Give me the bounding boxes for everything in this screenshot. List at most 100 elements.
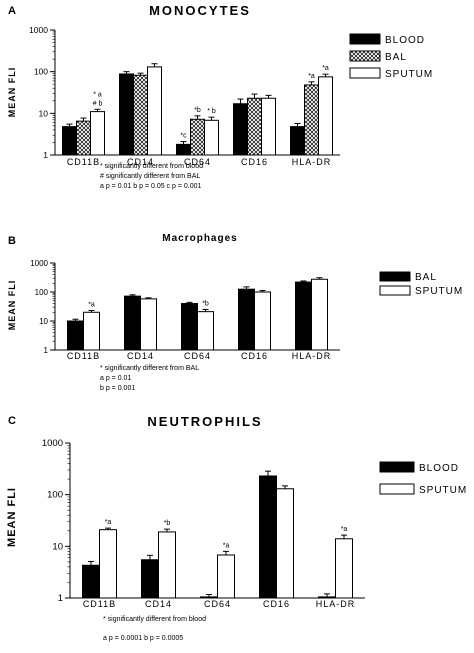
- y-tick-label: 1: [43, 150, 48, 160]
- panel-c: C NEUTROPHILS MEAN FLI 1 10 100 1000 *a CD11B *b C…: [6, 414, 466, 642]
- footnote: b p = 0.001: [100, 385, 135, 392]
- bar: [140, 298, 157, 351]
- legend-swatch: [379, 271, 411, 282]
- panel-title: NEUTROPHILS: [147, 414, 262, 429]
- y-tick-label: 1000: [42, 438, 63, 449]
- category-label: CD16: [241, 351, 268, 361]
- footnote: * significantly different from BAL: [100, 365, 199, 372]
- category-label: CD14: [127, 157, 154, 167]
- category-label: HLA-DR: [316, 599, 356, 609]
- significance-mark: *b: [194, 107, 201, 114]
- significance-mark: *b: [202, 300, 209, 307]
- footnote: a p = 0.01: [100, 375, 131, 382]
- y-tick-label: 100: [35, 288, 49, 297]
- footnote: * significantly different from blood: [100, 163, 203, 170]
- y-tick-label: 1: [58, 593, 63, 604]
- panel-a: A MONOCYTES MEAN FLI 1 10 100 1000 # b * a CD11B C…: [7, 3, 433, 190]
- legend-swatch: [349, 50, 381, 62]
- bar: [83, 311, 100, 351]
- bar: [259, 475, 277, 599]
- bar: [67, 320, 84, 351]
- category-label: CD11B: [67, 351, 100, 361]
- panel-letter: A: [8, 5, 16, 17]
- bar: [233, 103, 248, 156]
- legend-label: BLOOD: [385, 35, 425, 46]
- bar: [276, 488, 294, 599]
- significance-mark: * b: [207, 108, 216, 115]
- bar: [304, 84, 319, 156]
- legend-swatch: [379, 483, 415, 495]
- footnote: a p = 0.0001 b p = 0.0005: [103, 635, 183, 642]
- y-axis-label: MEAN FLI: [6, 487, 18, 547]
- significance-mark: *a: [105, 519, 112, 526]
- y-tick-label: 10: [52, 541, 63, 552]
- bar: [295, 281, 312, 351]
- significance-mark: *b: [164, 520, 171, 527]
- significance-mark: *a: [322, 65, 329, 72]
- significance-mark: # b: [93, 100, 103, 107]
- bar: [181, 303, 198, 351]
- significance-mark: *a: [88, 302, 95, 309]
- significance-mark: *c: [180, 133, 187, 140]
- legend-swatch: [349, 67, 381, 79]
- bar: [247, 97, 262, 156]
- bar: [261, 97, 276, 156]
- bar: [90, 111, 105, 156]
- bar: [290, 126, 305, 156]
- y-tick-label: 1: [44, 346, 49, 355]
- legend-label: BLOOD: [419, 463, 459, 474]
- panel-letter: C: [8, 415, 16, 427]
- category-label: CD64: [184, 351, 211, 361]
- legend-swatch: [379, 461, 415, 473]
- y-tick-label: 10: [39, 108, 49, 118]
- footnote: a p = 0.01 b p = 0.05 c p = 0.001: [100, 183, 201, 190]
- category-label: CD64: [184, 157, 211, 167]
- y-axis-label: MEAN FLI: [7, 280, 17, 331]
- y-tick-label: 100: [34, 67, 48, 77]
- y-tick-label: 1000: [29, 25, 48, 35]
- footnote: * significantly different from blood: [103, 616, 206, 623]
- bar: [76, 120, 91, 156]
- category-label: HLA-DR: [292, 351, 332, 361]
- bar: [254, 291, 271, 351]
- legend-label: SPUTUM: [415, 286, 463, 297]
- significance-mark: *a: [308, 73, 315, 80]
- legend-label: BAL: [415, 272, 437, 283]
- significance-mark: * a: [93, 91, 102, 98]
- panel-b: B Macrophages MEAN FLI 1 10 100 1000 *a CD11B CD1…: [7, 233, 463, 392]
- legend-swatch: [379, 285, 411, 296]
- legend-swatch: [349, 33, 381, 45]
- bar: [197, 311, 214, 351]
- bar: [124, 295, 141, 351]
- bar: [190, 118, 205, 156]
- bar: [204, 119, 219, 156]
- bar: [141, 559, 159, 599]
- category-label: CD14: [127, 351, 154, 361]
- legend-label: BAL: [385, 52, 407, 63]
- bar: [133, 74, 148, 156]
- category-label: CD64: [204, 599, 231, 609]
- bar: [318, 596, 336, 599]
- bar: [82, 564, 100, 599]
- significance-mark: *a: [223, 542, 230, 549]
- y-axis-label: MEAN FLI: [7, 67, 17, 118]
- y-tick-label: 1000: [30, 259, 48, 268]
- bar: [217, 554, 235, 599]
- panel-letter: B: [8, 235, 16, 247]
- category-label: HLA-DR: [292, 157, 332, 167]
- category-label: CD11B: [67, 157, 100, 167]
- category-label: CD16: [263, 599, 290, 609]
- bar: [147, 66, 162, 156]
- y-tick-label: 100: [47, 490, 63, 501]
- bar: [99, 529, 117, 599]
- bar: [176, 143, 191, 156]
- legend-label: SPUTUM: [385, 69, 433, 80]
- bar: [318, 76, 333, 156]
- category-label: CD11B: [83, 599, 116, 609]
- bar: [311, 278, 328, 351]
- panel-title: MONOCYTES: [149, 3, 251, 18]
- bar: [335, 538, 353, 599]
- footnote: # significantly different from BAL: [100, 173, 200, 180]
